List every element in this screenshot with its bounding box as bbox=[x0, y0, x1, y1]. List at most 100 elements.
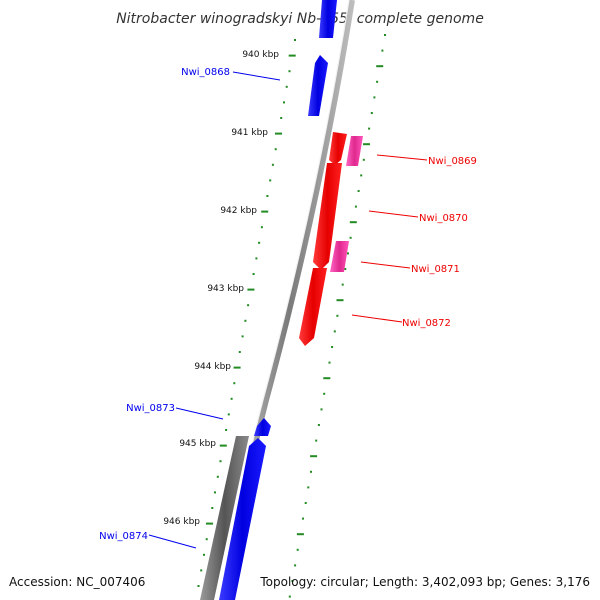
scale-tick bbox=[310, 455, 318, 458]
scale-tick bbox=[197, 585, 200, 587]
gene-arrow-nwi-0870 bbox=[313, 163, 342, 270]
scale-tick bbox=[296, 548, 299, 551]
scale-tick bbox=[233, 382, 236, 385]
tick-track-left bbox=[197, 39, 296, 587]
scale-tick bbox=[360, 174, 363, 177]
scale-tick bbox=[294, 564, 297, 567]
scale-tick bbox=[260, 226, 263, 229]
gene-connector-nwi-0871 bbox=[360, 261, 411, 269]
gene-label-nwi-0872[interactable]: Nwi_0872 bbox=[402, 318, 451, 329]
gene-connector-nwi-0870 bbox=[368, 210, 419, 218]
gene-arrow-nwi-0874 bbox=[219, 438, 266, 600]
scale-tick bbox=[363, 143, 370, 146]
scale-tick bbox=[336, 299, 344, 302]
scale-tick bbox=[244, 319, 247, 322]
scale-tick bbox=[225, 429, 228, 431]
scale-tick bbox=[288, 70, 291, 73]
accession-text: Accession: NC_007406 bbox=[9, 575, 145, 589]
map-title: Nitrobacter winogradskyi Nb-255, complet… bbox=[116, 11, 484, 27]
kbp-label-946: 946 kbp bbox=[163, 517, 200, 527]
gene-label-nwi-0874[interactable]: Nwi_0874 bbox=[99, 531, 148, 542]
scale-tick bbox=[376, 65, 384, 68]
scale-tick bbox=[349, 221, 357, 224]
scale-tick bbox=[376, 80, 379, 83]
scale-tick bbox=[323, 377, 331, 380]
gene-connector-nwi-0873 bbox=[175, 407, 224, 420]
scale-tick bbox=[238, 351, 241, 353]
scale-tick bbox=[285, 85, 288, 88]
scale-tick bbox=[320, 408, 323, 411]
gene-label-nwi-0870[interactable]: Nwi_0870 bbox=[419, 213, 468, 224]
genome-summary-text: Topology: circular; Length: 3,402,093 bp… bbox=[259, 575, 590, 589]
scale-tick bbox=[233, 366, 241, 369]
gene-arrow-nwi-0871 bbox=[330, 241, 349, 272]
scale-tick bbox=[271, 163, 274, 166]
kbp-label-944: 944 kbp bbox=[194, 362, 231, 372]
scale-tick bbox=[347, 252, 349, 255]
kbp-label-943: 943 kbp bbox=[207, 284, 244, 294]
scale-tick bbox=[288, 54, 296, 57]
scale-tick bbox=[283, 101, 285, 104]
scale-tick bbox=[291, 580, 294, 582]
kbp-label-942: 942 kbp bbox=[220, 206, 257, 216]
scale-tick bbox=[294, 39, 296, 41]
scale-tick bbox=[310, 470, 312, 473]
scale-tick bbox=[219, 444, 227, 447]
scale-tick bbox=[336, 314, 339, 317]
scale-tick bbox=[255, 257, 258, 260]
scale-tick bbox=[206, 522, 213, 525]
scale-tick bbox=[344, 268, 347, 270]
scale-tick bbox=[247, 288, 255, 291]
scale-tick bbox=[200, 569, 203, 572]
gene-arrow-nwi-0872 bbox=[299, 268, 327, 346]
scale-tick bbox=[384, 34, 386, 36]
scale-tick bbox=[274, 148, 277, 151]
gene-label-nwi-0869[interactable]: Nwi_0869 bbox=[428, 156, 477, 167]
gene-connector-nwi-0869 bbox=[376, 154, 428, 161]
scale-tick bbox=[373, 96, 376, 99]
gene-label-nwi-0873[interactable]: Nwi_0873 bbox=[126, 403, 175, 414]
scale-tick bbox=[370, 112, 373, 114]
scale-tick bbox=[333, 330, 336, 333]
scale-tick bbox=[381, 49, 384, 52]
scale-tick bbox=[323, 392, 326, 395]
scale-tick bbox=[362, 158, 365, 161]
gene-arrow-top bbox=[319, 0, 337, 38]
scale-tick bbox=[266, 195, 269, 197]
scale-tick bbox=[307, 486, 310, 489]
scale-tick bbox=[341, 283, 344, 286]
scale-tick bbox=[247, 304, 250, 307]
scale-tick bbox=[296, 533, 304, 536]
scale-tick bbox=[328, 361, 331, 364]
scale-tick bbox=[203, 553, 205, 556]
gene-arrow-nwi-0873 bbox=[254, 418, 271, 436]
scale-tick bbox=[227, 413, 230, 416]
kbp-label-941: 941 kbp bbox=[231, 128, 268, 138]
scale-tick bbox=[258, 241, 261, 244]
scale-tick bbox=[331, 346, 334, 348]
scale-tick bbox=[317, 424, 320, 426]
scale-tick bbox=[211, 507, 214, 509]
gene-label-nwi-0871[interactable]: Nwi_0871 bbox=[411, 264, 460, 275]
kbp-label-945: 945 kbp bbox=[179, 439, 216, 449]
scale-tick bbox=[280, 117, 283, 119]
scale-tick bbox=[275, 132, 282, 135]
scale-tick bbox=[354, 205, 357, 208]
scale-tick bbox=[230, 397, 233, 400]
scale-tick bbox=[288, 595, 291, 598]
scale-tick bbox=[357, 190, 360, 192]
scale-tick bbox=[205, 538, 208, 541]
gene-label-nwi-0868[interactable]: Nwi_0868 bbox=[181, 67, 230, 78]
scale-tick bbox=[302, 517, 304, 520]
scale-tick bbox=[304, 502, 307, 504]
tick-track-right bbox=[288, 34, 386, 598]
gene-connector-nwi-0872 bbox=[351, 314, 403, 323]
gene-arrow-nwi-0868 bbox=[308, 55, 328, 116]
scale-tick bbox=[269, 179, 272, 182]
scale-tick bbox=[214, 491, 216, 494]
genome-backbone-segment bbox=[200, 436, 249, 600]
kbp-label-940: 940 kbp bbox=[242, 50, 279, 60]
scale-tick bbox=[252, 273, 255, 275]
scale-tick bbox=[219, 460, 222, 463]
scale-tick bbox=[349, 236, 352, 239]
